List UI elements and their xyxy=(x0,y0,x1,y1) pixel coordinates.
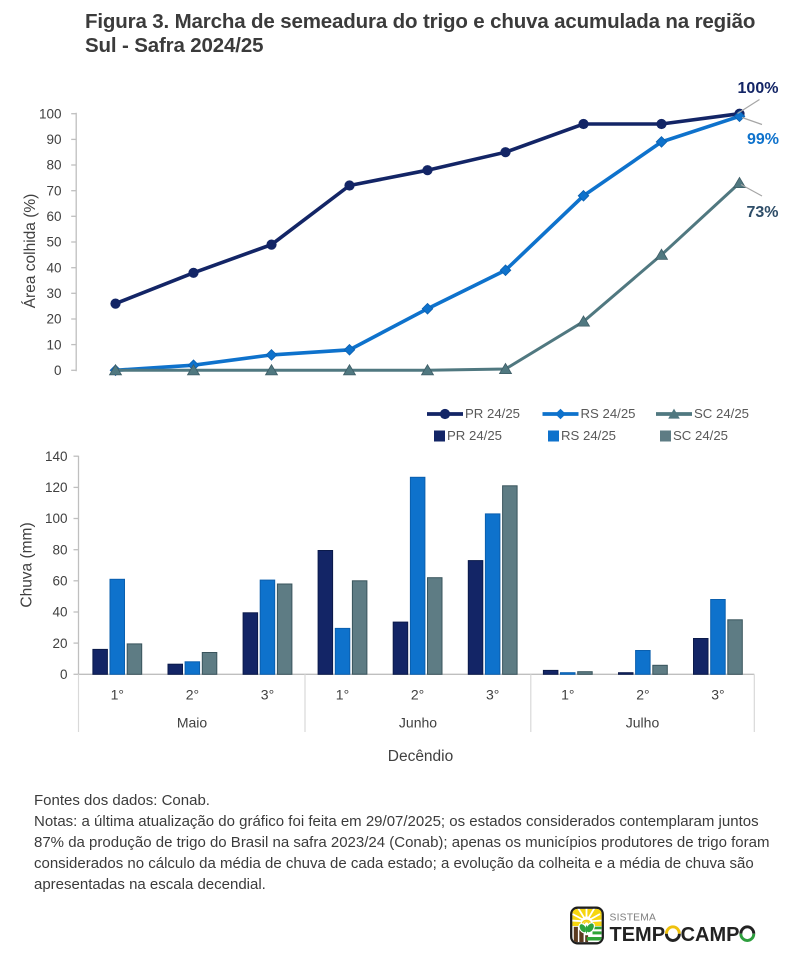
svg-text:2°: 2° xyxy=(411,687,424,703)
svg-text:SISTEMA: SISTEMA xyxy=(610,913,657,924)
svg-text:20: 20 xyxy=(46,312,61,327)
svg-text:3°: 3° xyxy=(711,687,724,703)
svg-text:Junho: Junho xyxy=(399,715,437,731)
svg-text:0: 0 xyxy=(60,667,68,682)
svg-text:60: 60 xyxy=(46,209,61,224)
svg-text:90: 90 xyxy=(46,132,61,147)
svg-text:RS 24/25: RS 24/25 xyxy=(561,428,616,443)
svg-text:1°: 1° xyxy=(561,687,574,703)
svg-text:1°: 1° xyxy=(336,687,349,703)
svg-text:140: 140 xyxy=(45,449,68,464)
svg-text:10: 10 xyxy=(46,337,61,352)
svg-text:Maio: Maio xyxy=(177,715,208,731)
svg-text:80: 80 xyxy=(52,542,67,557)
svg-text:RS 24/25: RS 24/25 xyxy=(581,406,636,421)
svg-text:3°: 3° xyxy=(261,687,274,703)
svg-text:100: 100 xyxy=(39,106,62,121)
svg-text:SC 24/25: SC 24/25 xyxy=(694,406,749,421)
svg-text:PR 24/25: PR 24/25 xyxy=(447,428,502,443)
svg-text:Decêndio: Decêndio xyxy=(388,748,454,765)
svg-text:Chuva (mm): Chuva (mm) xyxy=(19,522,36,607)
svg-text:80: 80 xyxy=(46,158,61,173)
svg-text:TEMP: TEMP xyxy=(610,924,666,946)
svg-text:30: 30 xyxy=(46,286,61,301)
svg-text:73%: 73% xyxy=(746,204,778,221)
svg-text:PR 24/25: PR 24/25 xyxy=(465,406,520,421)
svg-text:Área colhida (%): Área colhida (%) xyxy=(22,194,39,309)
svg-text:0: 0 xyxy=(54,363,62,378)
svg-text:40: 40 xyxy=(52,605,67,620)
svg-text:3°: 3° xyxy=(486,687,499,703)
svg-text:99%: 99% xyxy=(747,131,779,148)
svg-text:60: 60 xyxy=(52,574,67,589)
svg-text:100%: 100% xyxy=(738,80,779,97)
svg-text:70: 70 xyxy=(46,183,61,198)
svg-text:100: 100 xyxy=(45,511,68,526)
svg-text:2°: 2° xyxy=(636,687,649,703)
svg-text:Julho: Julho xyxy=(626,715,660,731)
svg-text:50: 50 xyxy=(46,235,61,250)
svg-text:120: 120 xyxy=(45,480,68,495)
svg-text:20: 20 xyxy=(52,636,67,651)
svg-text:1°: 1° xyxy=(111,687,124,703)
svg-text:SC 24/25: SC 24/25 xyxy=(673,428,728,443)
svg-text:CAMP: CAMP xyxy=(681,924,740,946)
svg-text:40: 40 xyxy=(46,260,61,275)
svg-text:2°: 2° xyxy=(186,687,199,703)
